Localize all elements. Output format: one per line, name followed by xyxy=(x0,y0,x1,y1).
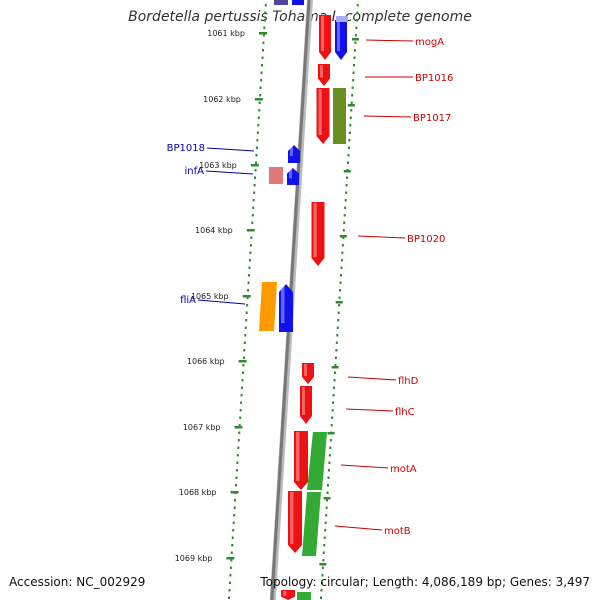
gene-top-partial-b xyxy=(292,0,304,5)
genome-title: Bordetella pertussis Tohama I, complete … xyxy=(128,9,472,25)
right-dotted-ruler xyxy=(320,4,359,599)
tick-mark xyxy=(238,360,247,363)
gene-label-flhD: flhD xyxy=(398,376,419,387)
gene-bottom-companion xyxy=(297,592,311,600)
tick-label: 1061 kbp xyxy=(207,29,245,38)
tick-label: 1068 kbp xyxy=(179,488,217,497)
tick-mark xyxy=(230,491,239,494)
gene-label-flhC: flhC xyxy=(395,407,415,418)
tick-label: 1063 kbp xyxy=(199,161,237,170)
tick-label: 1069 kbp xyxy=(175,554,213,563)
leader-line-fliA xyxy=(197,299,246,305)
right-tick-mark xyxy=(331,366,339,369)
leader-line-flhC xyxy=(345,408,394,412)
gene-flhC xyxy=(300,386,312,424)
tick-label: 1067 kbp xyxy=(183,423,221,432)
leader-line-BP1017 xyxy=(363,115,412,118)
gene-label-mogA: mogA xyxy=(415,37,444,48)
gene-label-BP1016: BP1016 xyxy=(415,73,453,84)
right-tick-mark xyxy=(335,301,343,304)
gene-motA-companion xyxy=(307,432,327,490)
gene-mogA-cap xyxy=(336,16,348,22)
gene-BP1017-companion xyxy=(333,88,346,144)
tick-mark xyxy=(258,32,267,35)
gene-mogA xyxy=(319,15,331,60)
gene-label-motA: motA xyxy=(390,464,417,475)
left-dotted-ruler xyxy=(228,4,267,599)
leader-line-motA xyxy=(340,464,389,469)
right-tick-mark xyxy=(347,104,355,107)
gene-BP1016 xyxy=(318,64,330,86)
tick-mark xyxy=(242,295,251,298)
accession-text: Accession: NC_002929 xyxy=(9,575,146,589)
tick-label: 1064 kbp xyxy=(195,226,233,235)
tick-mark xyxy=(246,229,255,232)
gene-motB xyxy=(288,491,302,553)
right-tick-mark xyxy=(343,170,351,173)
gene-mogA-companion xyxy=(335,20,347,60)
tick-label: 1065 kbp xyxy=(191,292,229,301)
gene-infA-companion xyxy=(269,167,283,184)
tick-label: 1066 kbp xyxy=(187,357,225,366)
right-tick-mark xyxy=(319,563,327,566)
gene-label-BP1018: BP1018 xyxy=(167,143,205,154)
leader-line-BP1018 xyxy=(206,147,255,152)
gene-motA xyxy=(294,431,308,490)
tick-mark xyxy=(250,164,259,167)
gene-flhD xyxy=(302,363,314,384)
tick-mark xyxy=(226,557,235,560)
right-tick-mark xyxy=(339,235,347,238)
right-tick-mark xyxy=(351,38,359,41)
gene-top-partial-a xyxy=(274,0,288,5)
gene-BP1020 xyxy=(311,202,325,266)
gene-fliA-companion xyxy=(259,282,277,331)
gene-infA xyxy=(287,168,299,185)
gene-label-motB: motB xyxy=(384,526,411,537)
gene-label-BP1017: BP1017 xyxy=(413,113,451,124)
gene-label-BP1020: BP1020 xyxy=(407,234,445,245)
leader-line-mogA xyxy=(365,39,414,42)
leader-line-BP1020 xyxy=(357,235,406,239)
right-tick-mark xyxy=(323,497,331,500)
tick-mark xyxy=(234,426,243,429)
genome-stats-text: Topology: circular; Length: 4,086,189 bp… xyxy=(260,575,590,589)
leader-line-motB xyxy=(334,525,383,531)
gene-label-fliA: fliA xyxy=(180,295,196,306)
right-tick-mark xyxy=(327,432,335,435)
gene-fliA xyxy=(279,284,293,332)
leader-line-flhD xyxy=(347,376,397,381)
leader-line-infA xyxy=(205,170,254,175)
tick-label: 1062 kbp xyxy=(203,95,241,104)
gene-label-infA: infA xyxy=(185,166,205,177)
gene-motB-companion xyxy=(302,492,321,556)
gene-BP1018 xyxy=(288,145,300,163)
gene-bottom-partial xyxy=(281,590,295,600)
tick-mark xyxy=(254,98,263,101)
gene-BP1017 xyxy=(316,88,330,144)
